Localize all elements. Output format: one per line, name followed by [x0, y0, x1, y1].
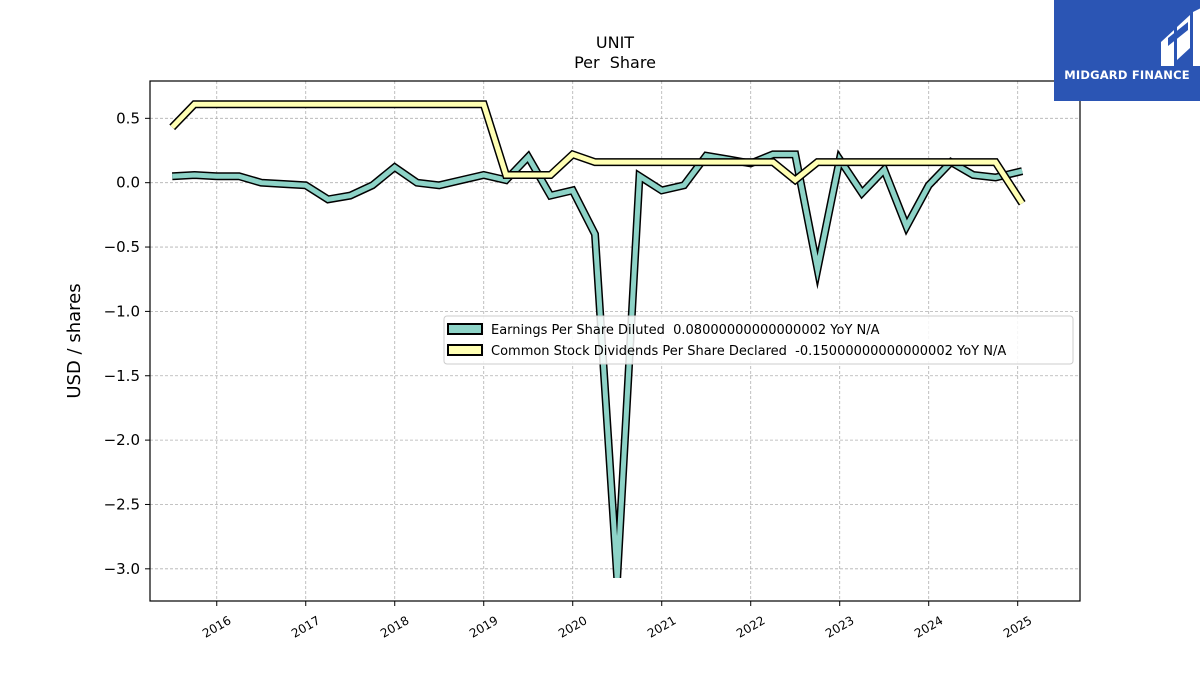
chart-subtitle: Per Share — [574, 53, 656, 72]
x-tick-label: 2022 — [734, 613, 767, 640]
legend-swatch — [447, 323, 483, 335]
x-axis: 2016 2017 2018 2019 2020 2021 2022 2023 2024 2025 — [200, 601, 1034, 641]
series-outline-0 — [171, 149, 1024, 579]
brand-logo: MIDGARD FINANCE — [1054, 0, 1200, 101]
y-tick-label: −2.0 — [104, 431, 140, 449]
x-tick-label: 2020 — [556, 613, 589, 640]
y-tick-label: −3.0 — [104, 560, 140, 578]
y-tick-label: −2.5 — [104, 495, 140, 513]
x-tick-label: 2023 — [823, 613, 856, 640]
y-tick-label: −1.0 — [104, 302, 140, 320]
x-tick-label: 2018 — [378, 613, 411, 640]
plot-frame — [149, 80, 1081, 602]
y-axis: 0.5 0.0 −0.5 −1.0 −1.5 −2.0 −2.5 −3.0 — [104, 109, 150, 578]
legend-swatch — [447, 344, 483, 356]
x-tick-label: 2024 — [912, 613, 945, 640]
y-tick-label: −0.5 — [104, 238, 140, 256]
x-tick-label: 2017 — [289, 613, 322, 640]
y-tick-label: 0.0 — [116, 174, 140, 192]
x-tick-label: 2021 — [645, 613, 678, 640]
series-line-1 — [170, 101, 1025, 205]
legend-box — [443, 315, 1074, 365]
legend: Earnings Per Share Diluted 0.08000000000… — [443, 315, 1074, 365]
series-line-0 — [172, 151, 1023, 578]
y-axis-label: USD / shares — [64, 283, 85, 398]
legend-label: Common Stock Dividends Per Share Declare… — [491, 344, 1006, 359]
x-tick-label: 2016 — [200, 613, 233, 640]
series-lines — [169, 100, 1026, 579]
midgard-logo-icon — [1161, 8, 1200, 66]
y-tick-label: 0.5 — [116, 109, 140, 127]
y-tick-label: −1.5 — [104, 367, 140, 385]
brand-logo-text: MIDGARD FINANCE — [1064, 68, 1190, 82]
x-tick-label: 2019 — [467, 613, 500, 640]
legend-label: Earnings Per Share Diluted 0.08000000000… — [491, 323, 880, 338]
chart-title: UNIT — [596, 33, 634, 52]
x-tick-label: 2025 — [1001, 613, 1034, 640]
